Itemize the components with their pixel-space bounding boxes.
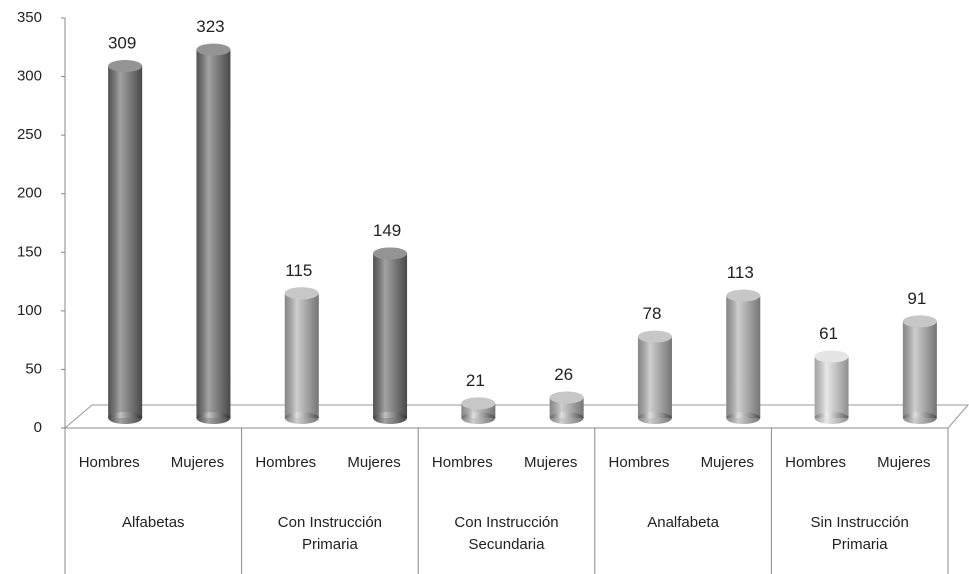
- y-tick-label: 250: [17, 126, 42, 143]
- bar-shade: [814, 356, 849, 418]
- x-tick-label: Hombres: [255, 454, 316, 471]
- bar-base-shade: [284, 412, 319, 424]
- bar-top-light: [726, 289, 761, 302]
- group-label: Alfabetas: [122, 514, 185, 531]
- value-label: 91: [907, 289, 926, 308]
- bar-top: [637, 330, 672, 343]
- bar-shade: [108, 66, 143, 419]
- bar-base-shade: [549, 412, 584, 424]
- y-tick-label: 100: [17, 302, 42, 319]
- value-label: 309: [108, 34, 136, 53]
- group-label: Con Instrucción Secundaria: [454, 514, 559, 553]
- value-label: 78: [642, 304, 661, 323]
- bar-top-light: [196, 43, 231, 56]
- bar-top-light: [814, 350, 849, 363]
- bar-top-light: [461, 397, 496, 410]
- bar-top-light: [108, 60, 143, 73]
- x-tick-label: Mujeres: [524, 454, 577, 471]
- bar-top: [814, 350, 849, 363]
- bar-top-light: [549, 391, 584, 404]
- y-tick-label: 150: [17, 243, 42, 260]
- bar-top: [373, 247, 408, 260]
- bar-base-shade: [637, 412, 672, 424]
- y-tick-label: 0: [34, 419, 42, 436]
- bar-top-light: [373, 247, 408, 260]
- y-tick-label: 50: [25, 360, 42, 377]
- bar-shade: [373, 253, 408, 418]
- bar-top-light: [284, 287, 319, 300]
- group-label: Analfabeta: [647, 514, 719, 531]
- bar-shade: [726, 295, 761, 418]
- value-label: 113: [727, 263, 754, 282]
- bar-shade: [902, 321, 937, 418]
- value-label: 61: [819, 324, 838, 343]
- bar-base-shade: [726, 412, 761, 424]
- bar-base-shade: [373, 412, 408, 424]
- bar-top: [726, 289, 761, 302]
- bar-top: [196, 43, 231, 56]
- bar-top: [284, 287, 319, 300]
- floor: [64, 404, 969, 429]
- bar-top-light: [637, 330, 672, 343]
- bar-shade: [637, 336, 672, 418]
- bar-top: [108, 60, 143, 73]
- bar-base-shade: [902, 412, 937, 424]
- x-tick-label: Hombres: [785, 454, 846, 471]
- value-label: 149: [373, 221, 401, 240]
- y-tick-label: 300: [17, 68, 42, 85]
- value-label: 323: [196, 17, 224, 36]
- bar-base-shade: [461, 412, 496, 424]
- bar-top: [902, 315, 937, 328]
- bar-base-shade: [814, 412, 849, 424]
- x-tick-label: Mujeres: [171, 454, 224, 471]
- value-label: 21: [466, 371, 485, 390]
- y-tick-label: 200: [17, 185, 42, 202]
- group-label: Sin Instrucción Primaria: [810, 514, 909, 553]
- y-tick-label: 350: [17, 9, 42, 26]
- bar-shade: [284, 293, 319, 418]
- bar-top: [549, 391, 584, 404]
- bar-top: [461, 397, 496, 410]
- x-tick-label: Mujeres: [701, 454, 754, 471]
- value-label: 115: [285, 261, 312, 280]
- bar-top-light: [902, 315, 937, 328]
- x-tick-label: Hombres: [79, 454, 140, 471]
- bar-shade: [196, 49, 231, 418]
- x-tick-label: Hombres: [609, 454, 670, 471]
- x-tick-label: Mujeres: [347, 454, 400, 471]
- value-label: 26: [554, 365, 573, 384]
- bar-base-shade: [108, 412, 143, 424]
- x-tick-label: Hombres: [432, 454, 493, 471]
- bar-base-shade: [196, 412, 231, 424]
- x-tick-label: Mujeres: [877, 454, 930, 471]
- group-label: Con Instrucción Primaria: [277, 514, 382, 553]
